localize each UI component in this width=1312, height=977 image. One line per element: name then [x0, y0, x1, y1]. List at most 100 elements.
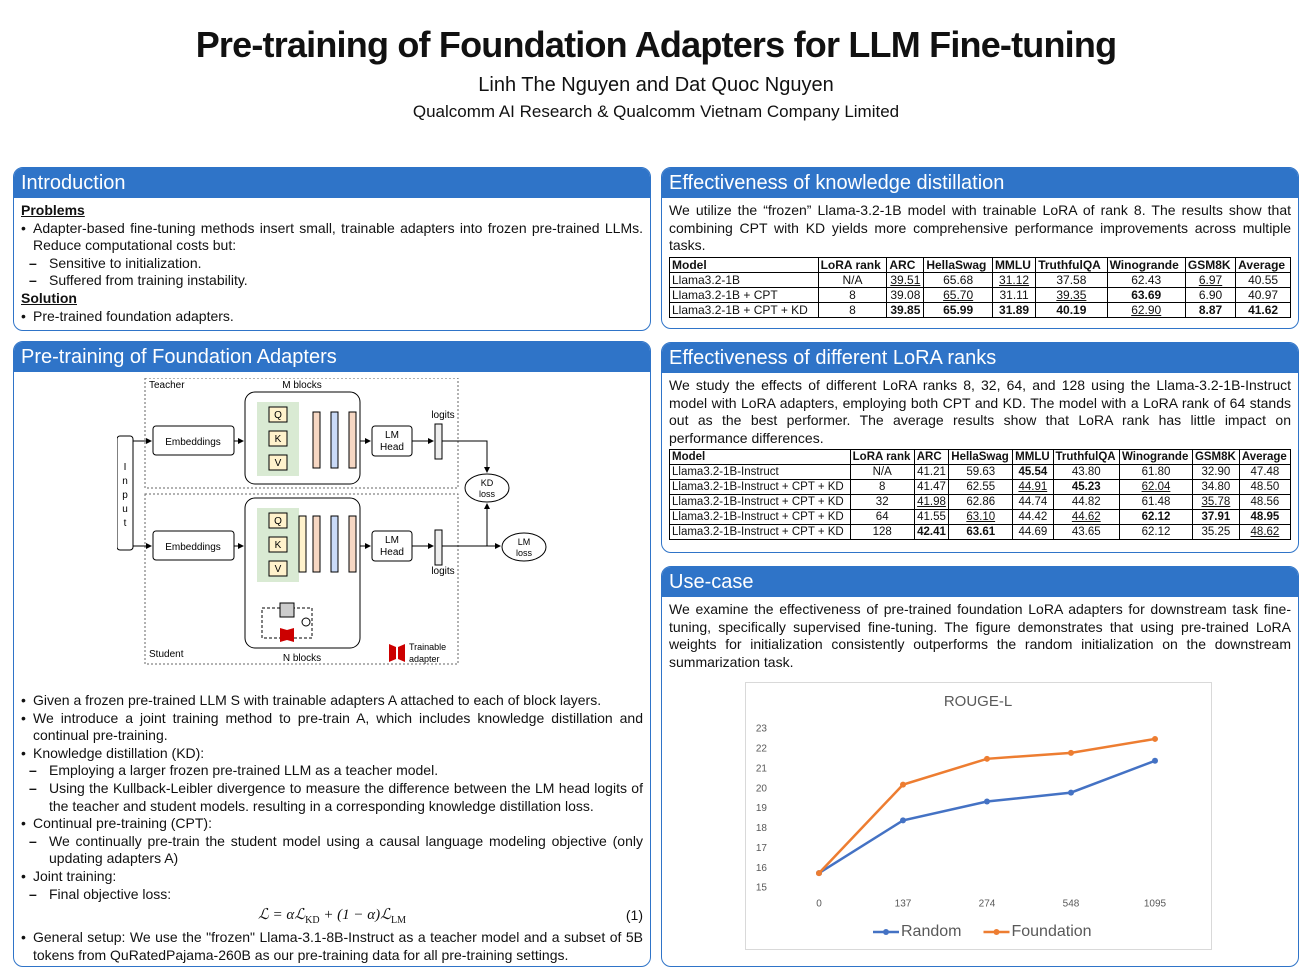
- x-tick-label: 1095: [1144, 899, 1167, 910]
- cell: 45.54: [1012, 464, 1054, 481]
- row: Llama3.2-1B-Instruct + CPT + KD 32 41.98 62…: [669, 494, 1292, 511]
- header-cell: HellaSwag: [948, 449, 1014, 466]
- cell: Llama3.2-1B: [669, 271, 819, 288]
- cell: 40.97: [1235, 286, 1291, 303]
- cell: 44.82: [1052, 494, 1121, 511]
- x-tick-label: 137: [895, 899, 912, 910]
- header-cell: Average: [1235, 256, 1291, 273]
- panel-body: We utilize the “frozen” Llama-3.2-1B mod…: [662, 198, 1298, 322]
- label: LM: [385, 430, 399, 441]
- table: Model LoRA rank ARC HellaSwag MMLU TruthfulQA…: [669, 256, 1291, 318]
- label: N blocks: [283, 653, 321, 664]
- cell: 48.95: [1238, 509, 1292, 526]
- header-cell: Model: [669, 256, 819, 273]
- header-cell: Average: [1238, 449, 1292, 466]
- header-cell: MMLU: [991, 256, 1037, 273]
- row: Llama3.2-1B N/A 39.51 65.68 31.12 37.58 62.43 6…: [669, 271, 1291, 288]
- label: Teacher: [149, 380, 185, 391]
- cell: 43.65: [1052, 524, 1121, 541]
- panel-title: Pre-training of Foundation Adapters: [14, 342, 650, 372]
- y-tick-label: 17: [756, 843, 768, 854]
- point: [984, 755, 990, 762]
- usecase-panel: Use-case We examine the effectiveness of…: [661, 566, 1299, 967]
- legend-swatch: [993, 929, 1000, 935]
- table: Model LoRA rank ARC HellaSwag MMLU TruthfulQA…: [669, 449, 1292, 541]
- cell: 8.87: [1184, 301, 1237, 318]
- sub-bullet: Using the Kullback-Leibler divergence to…: [21, 780, 643, 815]
- header-cell: GSM8K: [1191, 449, 1240, 466]
- y-tick-label: 22: [756, 744, 768, 755]
- panel-title: Effectiveness of different LoRA ranks: [662, 343, 1298, 373]
- label: loss: [479, 489, 496, 499]
- cell: Llama3.2-1B-Instruct: [669, 464, 851, 481]
- header-cell: LoRA rank: [817, 256, 888, 273]
- label: Head: [380, 547, 404, 558]
- cell: Llama3.2-1B-Instruct + CPT + KD: [669, 509, 851, 526]
- list: Given a frozen pre-trained LLM S with tr…: [21, 692, 643, 903]
- panel-body: Given a frozen pre-trained LLM S with tr…: [14, 688, 650, 966]
- cell: 64: [849, 509, 915, 526]
- cell: 62.12: [1119, 524, 1193, 541]
- header-cell: TruthfulQA: [1035, 256, 1108, 273]
- heading: Problems: [21, 202, 85, 218]
- label: adapter: [409, 654, 440, 664]
- label: M blocks: [282, 380, 321, 391]
- point: [1068, 749, 1074, 756]
- cell: 61.48: [1119, 494, 1193, 511]
- cell: 63.10: [948, 509, 1014, 526]
- cell: 65.70: [923, 286, 993, 303]
- list: General setup: We use the "frozen" Llama…: [21, 929, 643, 964]
- cell: 63.61: [948, 524, 1014, 541]
- bullet: General setup: We use the "frozen" Llama…: [21, 929, 643, 964]
- x-tick-label: 274: [979, 899, 996, 910]
- cell: 62.90: [1106, 301, 1186, 318]
- y-tick-label: 20: [756, 783, 768, 794]
- label: V: [275, 458, 282, 469]
- cell: 63.69: [1106, 286, 1186, 303]
- point: [984, 798, 990, 805]
- cell: 39.85: [886, 301, 925, 318]
- sub-bullet: Final objective loss:: [21, 886, 643, 904]
- panel-title: Introduction: [14, 168, 650, 198]
- cell: 37.58: [1035, 271, 1108, 288]
- authors: Linh The Nguyen and Dat Quoc Nguyen: [478, 74, 834, 96]
- cell: 61.80: [1119, 464, 1193, 481]
- cell: 8: [849, 479, 915, 496]
- cell: 44.74: [1012, 494, 1054, 511]
- cell: 65.99: [923, 301, 993, 318]
- cell: Llama3.2-1B-Instruct + CPT + KD: [669, 524, 851, 541]
- y-tick-label: 21: [756, 763, 768, 774]
- cell: 8: [817, 301, 888, 318]
- header-cell: GSM8K: [1184, 256, 1237, 273]
- header-cell: HellaSwag: [923, 256, 993, 273]
- cell: 41.47: [913, 479, 950, 496]
- header-cell: ARC: [886, 256, 925, 273]
- diagram: Teacher M blocks Student N blocks Embedd…: [117, 378, 547, 665]
- cell: 40.19: [1035, 301, 1108, 318]
- lora-panel: Effectiveness of different LoRA ranks We…: [661, 342, 1299, 553]
- label: loss: [516, 548, 533, 558]
- pretraining-panel: Pre-training of Foundation Adapters: [13, 341, 651, 967]
- label: LM: [518, 537, 531, 547]
- label: K: [275, 434, 282, 445]
- cell: 62.43: [1106, 271, 1186, 288]
- panel-body: We study the effects of different LoRA r…: [662, 373, 1298, 544]
- label: Head: [380, 442, 404, 453]
- cell: 48.56: [1238, 494, 1292, 511]
- blocks: [257, 402, 405, 662]
- cell: 43.80: [1052, 464, 1121, 481]
- equation: ℒ = αℒKD + (1 − α)ℒLM (1): [21, 903, 643, 929]
- header-row: Model LoRA rank ARC HellaSwag MMLU TruthfulQA…: [669, 449, 1292, 466]
- intro-panel: Introduction Problems Adapter-based fine…: [13, 167, 651, 331]
- sub-bullet: Employing a larger frozen pre-trained LL…: [21, 762, 643, 780]
- label: KD: [481, 478, 494, 488]
- cell: 62.04: [1119, 479, 1193, 496]
- row: Llama3.2-1B + CPT + KD 8 39.85 65.99 31.89 40…: [669, 301, 1291, 318]
- label: K: [275, 540, 282, 551]
- cell: 41.62: [1235, 301, 1291, 318]
- cell: 48.62: [1238, 524, 1292, 541]
- row: Llama3.2-1B-Instruct + CPT + KD 64 41.55 63…: [669, 509, 1292, 526]
- sub-bullet: We continually pre-train the student mod…: [21, 833, 643, 868]
- chart: ROUGE-L 15 16 17 18 19 20 21 22 23 0 137 274 548 1095…: [745, 682, 1212, 950]
